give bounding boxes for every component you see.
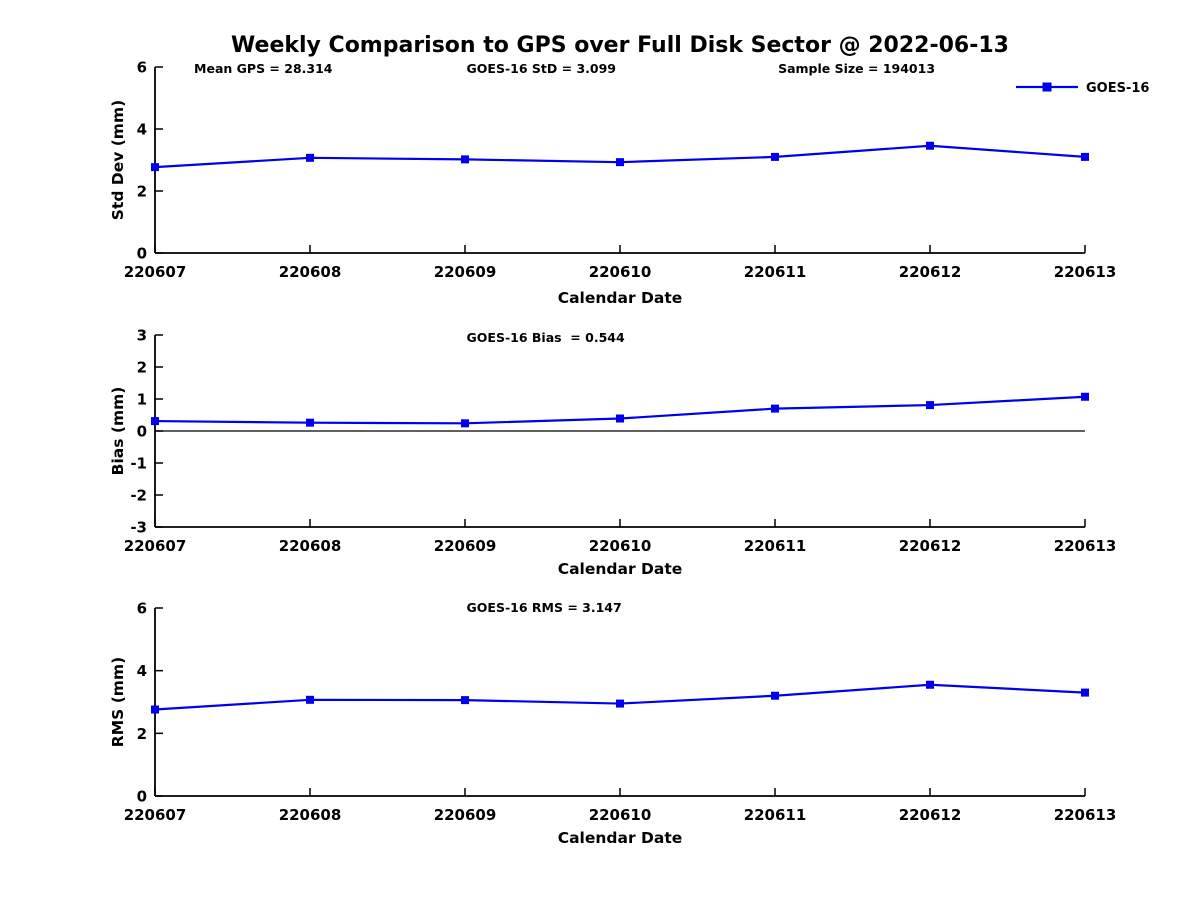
y-tick-label: 2 [137, 725, 147, 743]
x-axis-label: Calendar Date [558, 560, 683, 578]
data-marker [616, 699, 624, 708]
data-marker [771, 691, 779, 700]
data-marker [616, 158, 624, 167]
x-tick-label: 220610 [589, 263, 652, 281]
y-tick-label: 6 [137, 600, 147, 618]
y-tick-label: 0 [137, 245, 147, 263]
y-tick-label: 0 [137, 788, 147, 806]
data-marker [616, 414, 624, 423]
y-tick-label: 4 [137, 662, 147, 680]
y-tick-label: 6 [137, 59, 147, 77]
data-marker [771, 404, 779, 413]
legend-marker [1042, 82, 1052, 92]
x-tick-label: 220611 [744, 263, 807, 281]
x-axis-label: Calendar Date [558, 829, 683, 847]
y-tick-label: 0 [137, 423, 147, 441]
x-tick-label: 220612 [899, 263, 962, 281]
x-axis-label: Calendar Date [558, 289, 683, 307]
x-tick-label: 220608 [279, 263, 342, 281]
y-axis-label: RMS (mm) [109, 657, 127, 747]
x-tick-label: 220613 [1054, 537, 1117, 555]
data-marker [1081, 392, 1089, 401]
data-marker [771, 152, 779, 161]
data-marker [306, 695, 314, 704]
legend-label: GOES-16 [1086, 81, 1149, 96]
y-tick-label: 2 [137, 183, 147, 201]
y-axis-label: Bias (mm) [109, 387, 127, 476]
x-tick-label: 220612 [899, 806, 962, 824]
data-marker [461, 419, 469, 428]
x-tick-label: 220612 [899, 537, 962, 555]
y-tick-label: 2 [137, 359, 147, 377]
x-tick-label: 220607 [124, 537, 187, 555]
data-marker [926, 141, 934, 150]
y-tick-label: -3 [130, 519, 147, 537]
panel-3: 0 2 4 6 220607 220608 220609 220610 220611 220612… [109, 600, 1116, 848]
data-marker [926, 680, 934, 689]
x-tick-label: 220611 [744, 537, 807, 555]
x-tick-label: 220608 [279, 537, 342, 555]
data-marker [151, 417, 159, 426]
x-tick-label: 220613 [1054, 806, 1117, 824]
panel-2: -3 -2 -1 0 1 2 3 220607 220608 220609 220610 220611… [109, 327, 1116, 579]
x-tick-label: 220609 [434, 263, 497, 281]
x-tick-label: 220608 [279, 806, 342, 824]
data-marker [306, 418, 314, 427]
data-marker [461, 696, 469, 705]
annotation: Sample Size = 194013 [778, 61, 935, 76]
y-tick-label: -2 [130, 487, 147, 505]
data-marker [151, 705, 159, 714]
panel-1: 0 2 4 6 220607 220608 220609 220610 220611 220612… [109, 59, 1149, 308]
y-axis-label: Std Dev (mm) [109, 100, 127, 220]
data-marker [1081, 152, 1089, 161]
x-tick-label: 220609 [434, 537, 497, 555]
data-marker [461, 155, 469, 164]
x-tick-label: 220610 [589, 537, 652, 555]
y-tick-label: -1 [130, 455, 147, 473]
x-tick-label: 220609 [434, 806, 497, 824]
data-marker [151, 163, 159, 172]
x-tick-label: 220610 [589, 806, 652, 824]
legend: GOES-16 [1016, 81, 1149, 96]
data-marker [1081, 688, 1089, 697]
x-tick-label: 220607 [124, 263, 187, 281]
x-tick-label: 220613 [1054, 263, 1117, 281]
data-marker [926, 401, 934, 410]
y-tick-label: 3 [137, 327, 147, 345]
data-marker [306, 153, 314, 162]
chart-title: Weekly Comparison to GPS over Full Disk … [231, 33, 1009, 58]
y-tick-label: 4 [137, 121, 147, 139]
annotation: GOES-16 StD = 3.099 [467, 61, 616, 76]
y-tick-label: 1 [137, 391, 147, 409]
annotation: Mean GPS = 28.314 [194, 61, 333, 76]
annotation: GOES-16 Bias = 0.544 [467, 330, 625, 345]
x-tick-label: 220607 [124, 806, 187, 824]
x-tick-label: 220611 [744, 806, 807, 824]
annotation: GOES-16 RMS = 3.147 [467, 600, 622, 615]
